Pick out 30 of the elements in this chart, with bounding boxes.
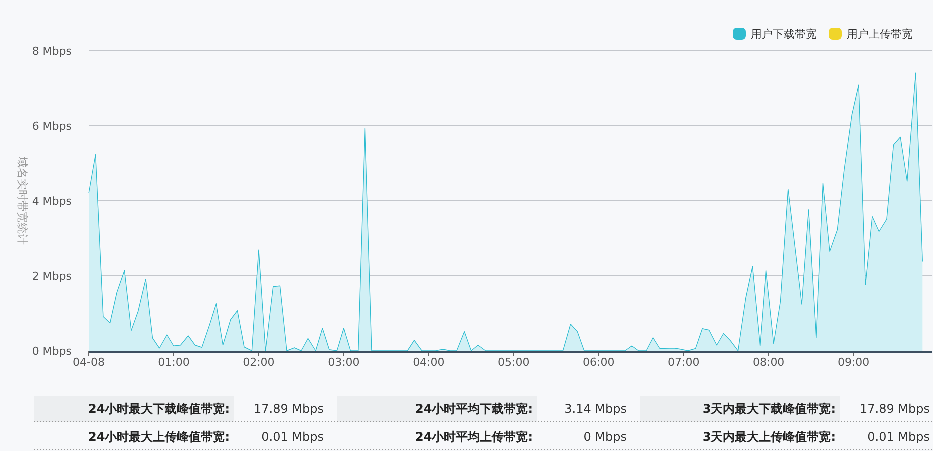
text: 3天内最大下载峰值带宽: [702, 402, 836, 416]
y-tick-label: 0 Mbps [32, 345, 72, 358]
text: 3.14 Mbps [564, 402, 627, 416]
text: 24小时平均下载带宽: [416, 402, 533, 416]
x-tick-label: 04-08 [73, 356, 105, 369]
legend-label: 用户下载带宽 [751, 28, 817, 41]
x-tick-label: 07:00 [668, 356, 700, 369]
y-tick-label: 2 Mbps [32, 270, 72, 283]
x-tick-label: 05:00 [498, 356, 530, 369]
text: 17.89 Mbps [860, 402, 930, 416]
y-tick-label: 4 Mbps [32, 195, 72, 208]
x-tick-label: 09:00 [838, 356, 870, 369]
text: 24小时最大上传峰值带宽: [88, 430, 230, 444]
text: 24小时最大下载峰值带宽: [88, 402, 230, 416]
y-axis-title: 域名实时带宽统计 [16, 156, 29, 245]
text: 3天内最大上传峰值带宽: [702, 430, 836, 444]
x-tick-label: 04:00 [413, 356, 445, 369]
text: 17.89 Mbps [254, 402, 324, 416]
y-tick-label: 8 Mbps [32, 45, 72, 58]
x-tick-label: 08:00 [752, 356, 785, 369]
text: 0.01 Mbps [868, 430, 930, 444]
x-tick-label: 06:00 [583, 356, 615, 369]
y-tick-label: 6 Mbps [32, 120, 72, 133]
text: 24小时平均上传带宽: [416, 430, 533, 444]
text: 0 Mbps [584, 430, 627, 444]
legend-label: 用户上传带宽 [847, 28, 913, 41]
x-tick-label: 02:00 [243, 356, 275, 369]
text: 0.01 Mbps [262, 430, 324, 444]
x-tick-label: 01:00 [158, 356, 190, 369]
x-tick-label: 03:00 [328, 356, 360, 369]
